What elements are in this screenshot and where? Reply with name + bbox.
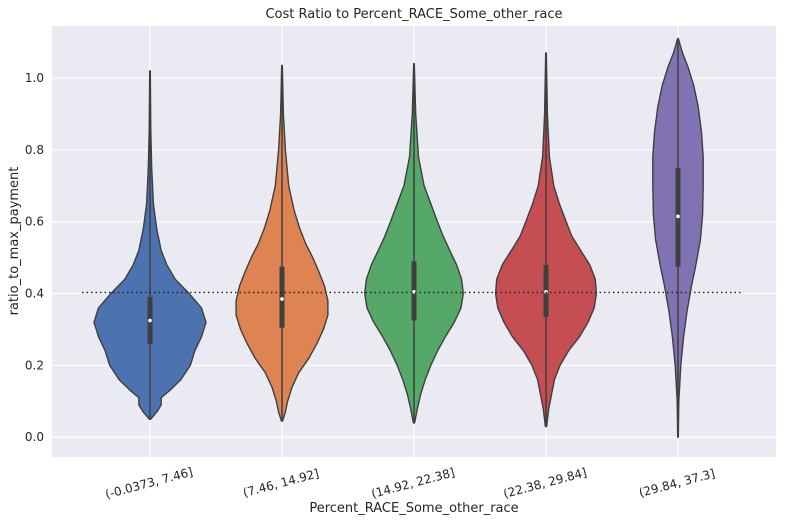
y-tick-label: 0.6 [25, 215, 44, 229]
x-tick-labels: (-0.0373, 7.46] (7.46, 14.92] (14.92, 22.3… [104, 465, 717, 502]
violin-0 [93, 70, 207, 420]
violin-1 [235, 64, 329, 422]
violin-median-0 [148, 318, 152, 323]
x-axis-label: Percent_RACE_Some_other_race [309, 501, 518, 516]
y-tick-label: 0.0 [25, 430, 44, 444]
violin-3 [494, 52, 598, 428]
y-tick-label: 0.4 [25, 287, 44, 301]
y-tick-label: 1.0 [25, 71, 44, 85]
x-tick-label: (29.84, 37.3] [637, 466, 716, 500]
y-tick-label: 0.8 [25, 143, 44, 157]
violin-median-2 [412, 289, 416, 294]
x-tick-label: (7.46, 14.92] [241, 466, 320, 500]
x-tick-label: (22.38, 29.84] [502, 465, 588, 501]
x-tick-label: (-0.0373, 7.46] [104, 465, 195, 502]
y-tick-label: 0.2 [25, 358, 44, 372]
violins [93, 37, 704, 438]
y-axis-label: ratio_to_max_payment [7, 167, 22, 316]
chart-title: Cost Ratio to Percent_RACE_Some_other_ra… [265, 7, 562, 22]
violin-4 [652, 37, 704, 438]
violin-median-4 [676, 214, 680, 219]
x-tick-label: (14.92, 22.38] [370, 465, 456, 501]
y-tick-labels: 0.0 0.2 0.4 0.6 0.8 1.0 [25, 71, 44, 444]
violin-median-1 [280, 297, 284, 301]
violin-2 [364, 63, 464, 424]
